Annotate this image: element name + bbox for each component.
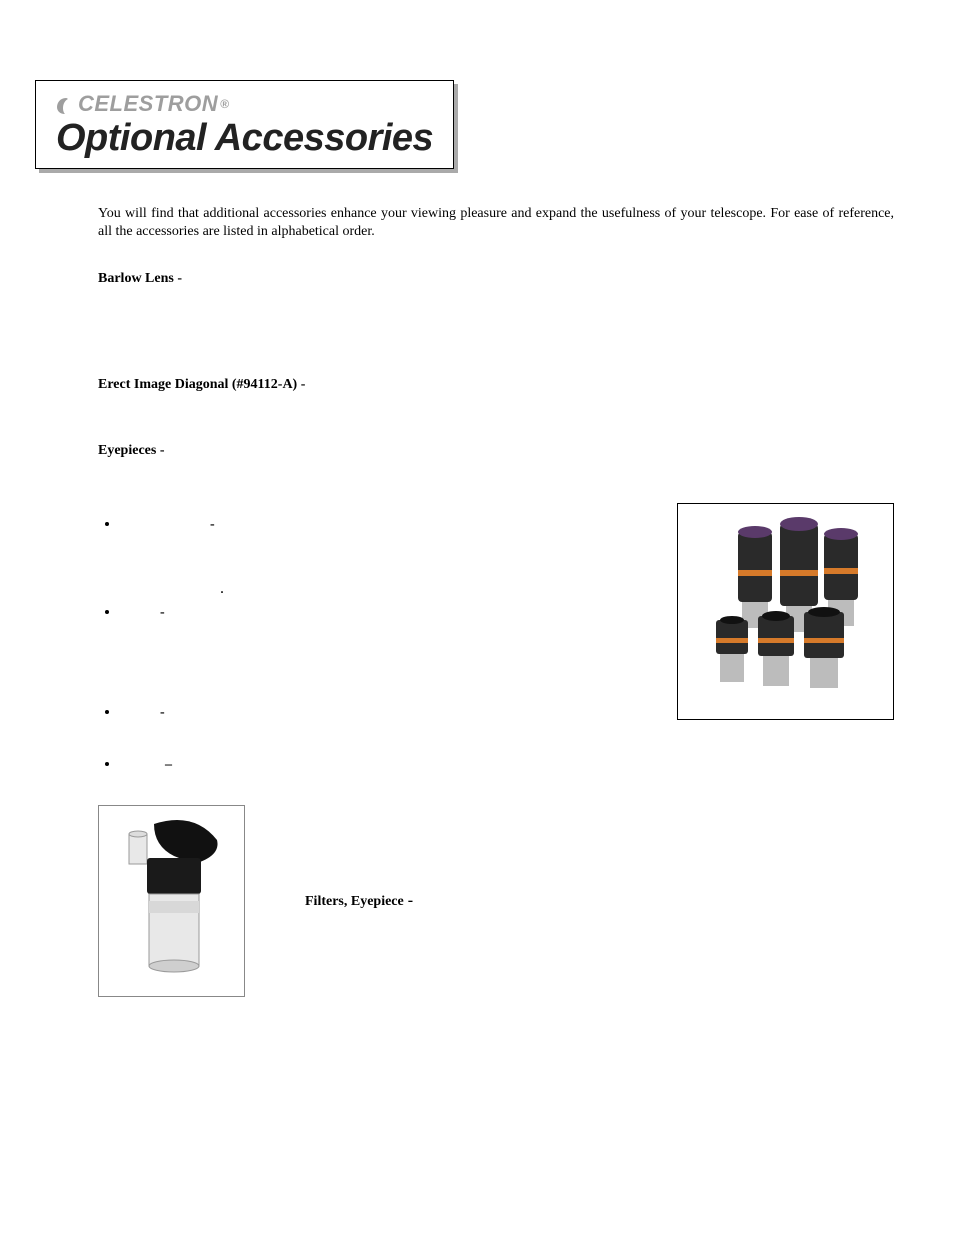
ultima-dash: - — [160, 605, 165, 620]
eyepiece-row: - . - - – — [98, 513, 894, 781]
barlow-label: Barlow Lens - — [98, 271, 182, 286]
eyepiece-bullets: - . - - – — [98, 513, 647, 781]
content: You will find that additional accessorie… — [98, 205, 894, 997]
header-title: Optional Accessories — [56, 117, 433, 160]
page: CELESTRON® Optional Accessories You will… — [0, 0, 954, 1057]
bullet-xcel: - — [120, 701, 647, 753]
brand-row: CELESTRON® — [56, 91, 433, 117]
section-barlow: Barlow Lens - — [98, 269, 894, 287]
bullet-axiom: – — [120, 753, 647, 781]
erect-label: Erect Image Diagonal (#94112-A) - — [98, 377, 305, 392]
omni-dot: . — [220, 580, 224, 597]
intro-paragraph: You will find that additional accessorie… — [98, 205, 894, 241]
section-eyepieces-label: Eyepieces - — [98, 441, 894, 459]
filter-image — [98, 805, 245, 997]
axiom-dash: – — [165, 757, 172, 772]
eyepieces-image — [677, 503, 894, 720]
header-box: CELESTRON® Optional Accessories — [35, 80, 454, 169]
filters-label: Filters, Eyepiece — [305, 894, 404, 909]
bullet-omni: - . — [120, 513, 647, 601]
brand-reg: ® — [220, 97, 229, 111]
bullet-ultima: - — [120, 601, 647, 701]
eyepieces-svg — [686, 512, 886, 712]
omni-dash: - — [210, 517, 215, 532]
brand-text: CELESTRON — [78, 91, 218, 117]
xcel-dash: - — [160, 705, 165, 720]
filters-row: Filters, Eyepiece - — [98, 805, 894, 997]
brand-icon — [56, 95, 76, 113]
filters-dash: - — [404, 892, 413, 909]
eyepiece-list: - . - - – — [98, 513, 647, 781]
filters-text: Filters, Eyepiece - — [305, 892, 413, 910]
filter-svg — [99, 806, 244, 996]
eyepieces-label: Eyepieces - — [98, 443, 164, 458]
section-erect-image: Erect Image Diagonal (#94112-A) - — [98, 375, 894, 393]
